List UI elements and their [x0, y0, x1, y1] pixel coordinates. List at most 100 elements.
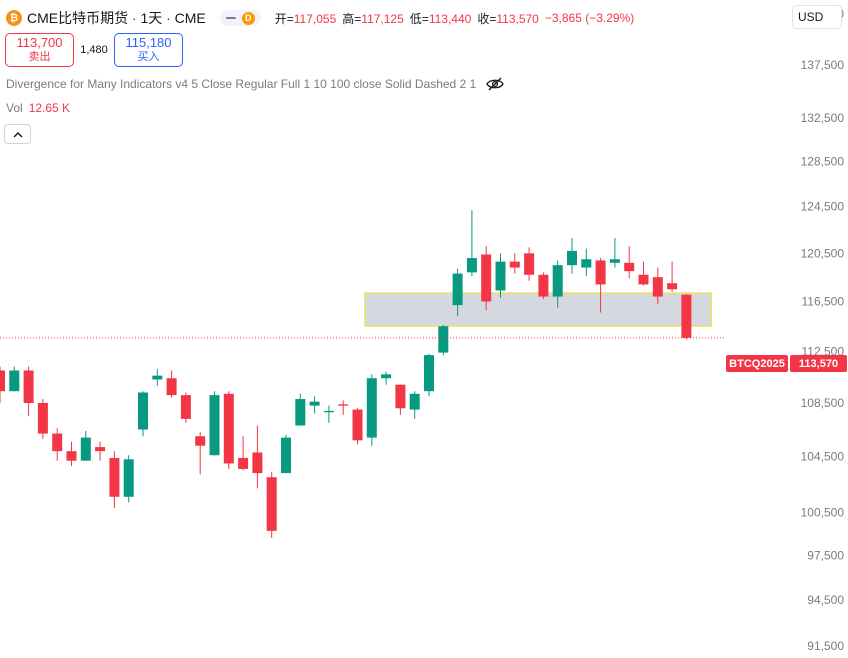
y-axis-tick-label: 128,500 [801, 155, 845, 169]
candle [352, 408, 363, 445]
open-value: 开=117,055 [274, 11, 337, 26]
candle-body [123, 459, 134, 497]
y-axis-tick-label: 91,500 [807, 639, 844, 653]
candle-body [0, 370, 5, 392]
trade-panel: 113,700 卖出 1,480 115,180 买入 [5, 33, 183, 67]
change-value: −3,865 (−3.29%) [544, 11, 635, 25]
candle [452, 268, 463, 317]
candle [309, 396, 320, 414]
sell-price: 113,700 [16, 35, 63, 50]
candle [180, 392, 191, 423]
candle-body [138, 392, 148, 430]
candle-body [624, 262, 635, 272]
volume-label: Vol [6, 101, 23, 115]
high-number: 117,125 [361, 11, 404, 26]
eye-crossed-icon[interactable] [486, 77, 505, 91]
last-price-tag: 113,570 [790, 355, 847, 372]
candle-body [52, 433, 63, 452]
separator-dot: · [166, 10, 171, 26]
candle-body [266, 477, 277, 531]
candle [66, 441, 77, 467]
y-axis-tick-label: 108,500 [801, 396, 845, 410]
buy-price: 115,180 [125, 35, 172, 50]
candle-body [166, 378, 177, 396]
flags-pill[interactable]: D [219, 10, 261, 26]
candle-body [9, 370, 20, 392]
candle-body [581, 259, 592, 268]
candle-body [395, 384, 406, 409]
indicator-legend[interactable]: Divergence for Many Indicators v4 5 Clos… [6, 77, 505, 91]
high-label: 高 [342, 11, 355, 26]
candle-body [338, 404, 349, 406]
candle [295, 393, 306, 426]
candle [266, 471, 277, 539]
symbol-title[interactable]: CME比特币期货 [27, 10, 129, 26]
exchange-label: CME [174, 10, 206, 26]
bitcoin-icon: ₿ [6, 10, 22, 26]
candle-body [509, 261, 520, 268]
candle-body [452, 273, 463, 306]
candle-body [352, 409, 363, 441]
candle [109, 451, 120, 509]
candle [152, 369, 163, 386]
candle [524, 247, 535, 281]
delayed-data-badge[interactable]: D [241, 11, 255, 25]
candle-body [295, 399, 306, 426]
candle-body [667, 283, 678, 290]
currency-selector[interactable]: USD [792, 5, 842, 29]
y-axis-tick-label: 94,500 [807, 593, 844, 607]
chevron-up-icon [13, 131, 22, 137]
candle [138, 391, 148, 437]
candle-body [195, 436, 206, 446]
candle [538, 272, 549, 300]
candle [681, 293, 692, 340]
candle [395, 384, 406, 415]
support-zone [364, 292, 712, 327]
candle [223, 391, 234, 469]
volume-legend[interactable]: Vol 12.65 K [6, 101, 70, 115]
collapse-legend-button[interactable] [4, 124, 31, 144]
candle [481, 246, 492, 311]
close-value: 收=113,570 [477, 11, 539, 26]
y-axis-tick-label: 116,500 [802, 294, 845, 308]
candle [195, 432, 206, 475]
candle-body [209, 395, 220, 456]
candle [609, 237, 620, 268]
candle-body [595, 260, 606, 285]
candle-body [366, 378, 377, 438]
candle-body [609, 259, 620, 263]
y-axis-tick-label: 97,500 [807, 549, 844, 563]
low-label: 低 [409, 11, 422, 26]
candle [281, 434, 291, 474]
candle [567, 237, 577, 274]
candle [252, 425, 263, 489]
candle [80, 430, 91, 461]
candle [595, 258, 606, 313]
close-label: 收 [477, 11, 490, 26]
candle-body [495, 261, 506, 291]
candle [23, 366, 34, 417]
candle [9, 366, 20, 392]
buy-button[interactable]: 115,180 买入 [114, 33, 183, 67]
sell-button[interactable]: 113,700 卖出 [5, 33, 74, 67]
y-axis-tick-label: 120,500 [801, 246, 845, 260]
candle-body [438, 326, 449, 353]
candle [552, 260, 563, 308]
minus-icon [225, 17, 236, 19]
candle [366, 374, 377, 446]
buy-label: 买入 [137, 51, 160, 63]
sell-label: 卖出 [28, 51, 51, 63]
currency-label: USD [798, 10, 824, 24]
candle-body [481, 254, 492, 302]
candle-body [23, 370, 34, 403]
candle-body [409, 393, 420, 410]
interval-label[interactable]: 1天 [140, 10, 163, 26]
low-number: 113,440 [428, 11, 472, 26]
candle [95, 441, 106, 461]
candle-body [638, 274, 649, 285]
candle [381, 371, 392, 385]
candle-body [309, 401, 320, 406]
candle [667, 261, 678, 292]
candle [509, 253, 520, 274]
